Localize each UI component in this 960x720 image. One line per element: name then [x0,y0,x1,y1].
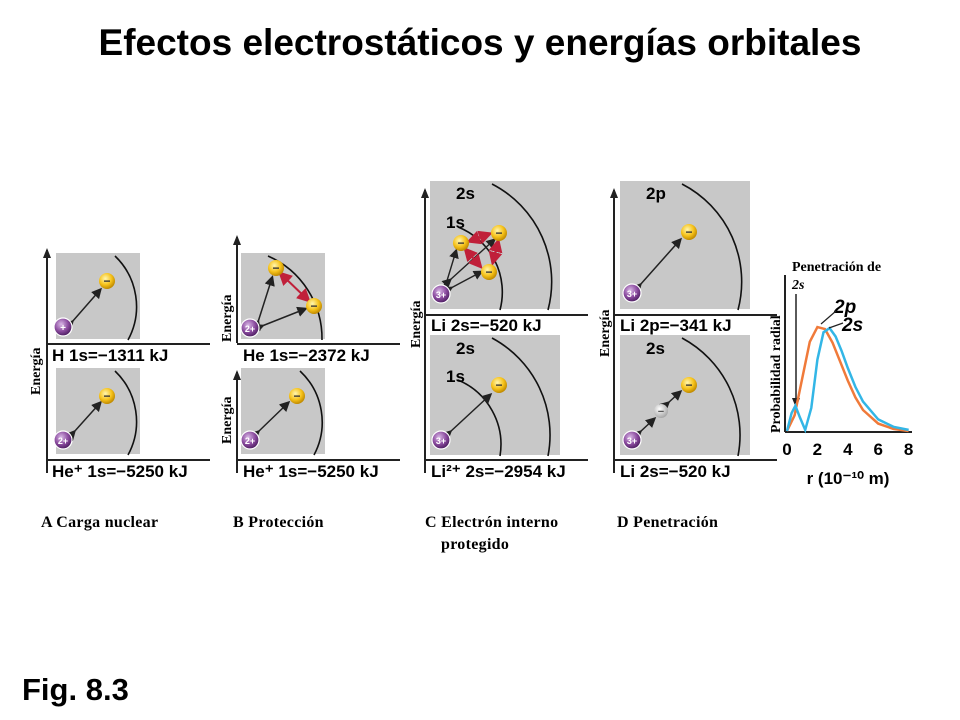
panel-a: Energía + − H 1s=−1311 kJ 2+ − He⁺ 1s=−5… [29,248,210,481]
panel-d: Energía 2p 3+ − Li 2p=−341 kJ 2s 3+ − − … [598,181,777,481]
electron-icon [99,273,115,289]
energy-axis-label: Energía [29,348,44,395]
energy-axis-label: Energía [409,301,424,348]
electron-icon [289,388,305,404]
penetration-annotation-orbital: 2s [791,278,805,293]
orbital-label-2s: 2s [456,184,475,203]
energy-axis-label: Energía [598,310,613,357]
orbit-1s [457,379,502,457]
energy-label-bottom: Li 2s=−520 kJ [620,462,731,481]
series-2s-label: 2s [841,315,863,336]
x-tick-label: 2 [813,440,822,459]
electron-icon [268,260,284,276]
svg-text:−: − [658,406,664,418]
orbit-1s [114,255,138,341]
nucleus-charge: 3+ [436,436,446,446]
x-tick-label: 4 [843,440,853,459]
nucleus-icon [240,318,260,338]
svg-text:−: − [272,261,279,275]
svg-text:−: − [293,389,300,403]
electron-icon [681,224,697,240]
orbit-2s [491,183,553,311]
nucleus-icon [622,283,642,303]
svg-text:−: − [103,389,110,403]
energy-axis-label: Energía [220,295,235,342]
energy-label-top: H 1s=−1311 kJ [52,346,168,365]
electron-icon [681,377,697,393]
radial-probability-plot: Penetración de 2s Probabilidad radial 2p… [769,260,913,488]
repulsion-arrow [463,246,483,270]
y-axis-label: Probabilidad radial [769,315,784,433]
caption-b: B Protección [233,514,324,531]
electron-icon [99,388,115,404]
electron-icon [453,235,469,251]
orbital-label-1s: 1s [446,367,465,386]
nucleus-icon [240,430,260,450]
orbit-2s [681,337,741,457]
orbital-label-2s: 2s [456,339,475,358]
x-tick-label: 8 [904,440,913,459]
x-tick-label: 6 [873,440,882,459]
orbit-2p [681,183,743,311]
repulsion-arrow [488,238,503,266]
energy-label-bottom: Li²⁺ 2s=−2954 kJ [431,462,566,481]
nucleus-charge: 3+ [436,290,446,300]
svg-text:−: − [310,299,317,313]
panel-b: Energía 2+ − − He 1s=−2372 kJ Energía 2+… [220,235,400,481]
energy-label-top: Li 2p=−341 kJ [620,316,732,335]
svg-text:−: − [103,274,110,288]
nucleus-icon [53,317,73,337]
orbital-label-1s: 1s [446,213,465,232]
svg-text:−: − [485,265,492,279]
electron-icon [491,225,507,241]
nucleus-charge: 3+ [627,436,637,446]
nucleus-icon [622,430,642,450]
svg-text:−: − [685,378,692,392]
series-2p-label: 2p [833,297,856,318]
x-axis-label: r (10⁻¹⁰ m) [807,469,890,488]
page-title: Efectos electrostáticos y energías orbit… [98,22,862,63]
nucleus-icon [53,430,73,450]
nucleus-charge: + [60,323,66,334]
nucleus-charge: 2+ [245,436,255,446]
nucleus-icon [431,430,451,450]
x-tick-labels: 0 2 4 6 8 [782,440,913,459]
orbit-1s [299,370,323,456]
energy-label-top: He 1s=−2372 kJ [243,346,370,365]
nucleus-charge: 2+ [58,436,68,446]
energy-axis-label: Energía [220,397,235,444]
orbit-1s [114,370,138,456]
energy-label-bottom: He⁺ 1s=−5250 kJ [52,462,188,481]
caption-c-line2: protegido [441,536,510,553]
svg-text:−: − [495,378,502,392]
electron-icon [306,298,322,314]
caption-c: C Electrón interno [425,514,559,531]
nucleus-icon [431,284,451,304]
penetrating-electron-icon [654,404,668,418]
svg-text:−: − [495,226,502,240]
electron-icon [491,377,507,393]
caption-a: A Carga nuclear [41,514,159,531]
nucleus-charge: 2+ [245,324,255,334]
orbit-2s [491,337,551,457]
orbital-label-2s: 2s [646,339,665,358]
x-tick-label: 0 [782,440,791,459]
repulsion-arrow [466,230,493,245]
panel-c: Energía 2s 1s 3+ − − − Li 2s=−520 kJ 2s … [409,181,588,481]
electron-icon [481,264,497,280]
caption-d: D Penetración [617,514,719,531]
penetration-annotation: Penetración de [792,260,881,275]
energy-label-top: Li 2s=−520 kJ [431,316,542,335]
series-2p-line [785,325,909,433]
nucleus-charge: 3+ [627,289,637,299]
attraction-arrow [65,400,103,442]
svg-text:−: − [685,225,692,239]
attraction-arrow [63,287,102,332]
repulsion-arrow [278,271,311,303]
svg-text:−: − [457,236,464,250]
figure-label: Fig. 8.3 [22,672,129,707]
orbital-label-2p: 2p [646,184,666,203]
energy-label-bottom: He⁺ 1s=−5250 kJ [243,462,379,481]
